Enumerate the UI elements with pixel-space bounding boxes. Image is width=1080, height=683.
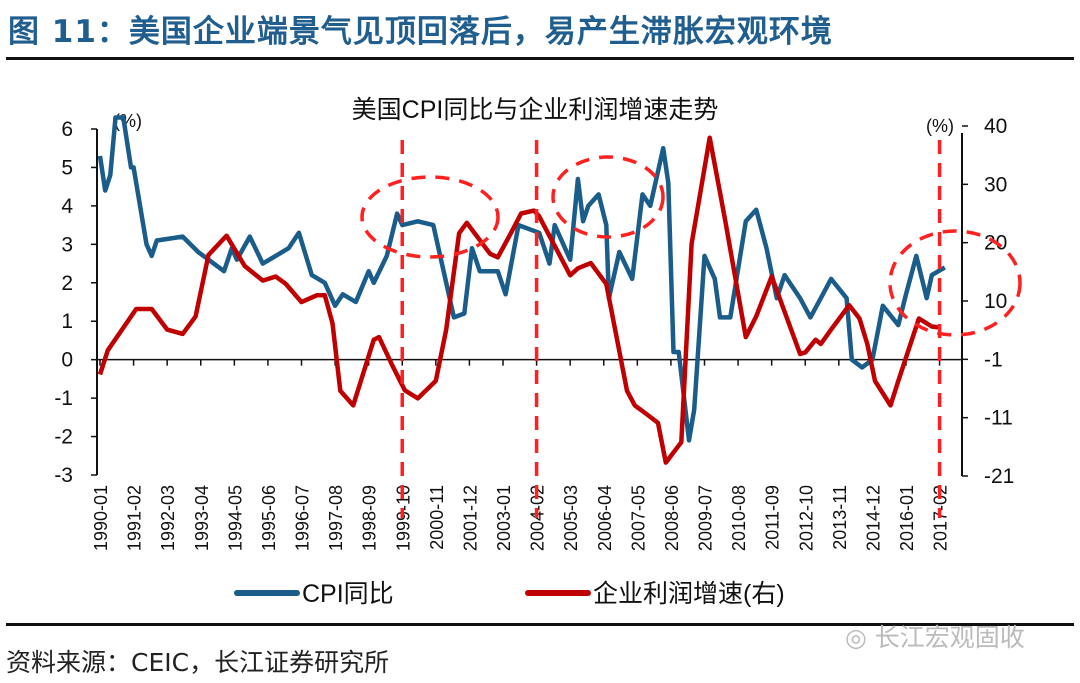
wechat-icon: ◎: [845, 623, 875, 652]
profit-growth-line: [97, 135, 940, 465]
x-tick-label: 2005-03: [561, 485, 581, 551]
x-tick-label: 2009-07: [696, 485, 716, 551]
x-tick-label: 2013-11: [830, 485, 850, 550]
x-tick-label: 2017-02: [931, 485, 951, 551]
x-tick-label: 2010-08: [729, 485, 749, 551]
x-tick-label: 2008-06: [662, 485, 682, 551]
x-tick-label: 2014-12: [863, 485, 883, 551]
left-tick-label: 2: [61, 272, 73, 295]
left-tick-label: 6: [61, 118, 73, 141]
x-tick-label: 1993-04: [192, 485, 212, 551]
right-tick-label: -1: [984, 348, 1003, 371]
legend-label-profit: 企业利润增速(右): [593, 580, 785, 608]
right-tick-label: 30: [984, 173, 1007, 196]
left-tick-label: 1: [61, 310, 73, 333]
x-tick-label: 2003-01: [494, 485, 514, 551]
left-tick-label: 4: [61, 195, 73, 218]
x-tick-label: 1998-09: [360, 485, 380, 551]
x-tick-label: 2001-12: [460, 485, 480, 551]
x-tick-label: 2006-04: [595, 485, 615, 551]
right-tick-label: -11: [984, 407, 1013, 430]
x-tick-label: 1992-03: [158, 485, 178, 551]
chart-title: 美国CPI同比与企业利润增速走势: [352, 96, 719, 124]
highlight-dashed-ellipse: [360, 175, 500, 259]
x-tick-label: 1994-05: [225, 485, 245, 551]
right-axis-unit: (%): [926, 116, 954, 136]
left-tick-label: 5: [61, 156, 73, 179]
x-tick-label: 1996-07: [293, 485, 313, 551]
x-tick-label: 2011-09: [763, 485, 783, 550]
watermark-text: 长江宏观固收: [874, 623, 1025, 652]
x-tick-label: 1997-08: [326, 485, 346, 551]
left-tick-label: 0: [61, 349, 73, 372]
x-tick-label: 1990-01: [91, 485, 111, 551]
highlight-dashed-ellipse: [551, 155, 665, 239]
left-axis-unit: (%): [114, 111, 142, 131]
right-tick-label: -21: [984, 465, 1014, 488]
right-tick-label: 40: [984, 115, 1007, 138]
x-tick-label: 2004-02: [528, 485, 548, 551]
bottom-divider: [6, 623, 1074, 626]
x-tick-label: 2000-11: [427, 485, 447, 550]
x-tick-label: 2016-01: [897, 485, 917, 551]
left-tick-label: -1: [54, 387, 73, 410]
x-tick-label: 1991-02: [125, 485, 145, 551]
top-divider: [6, 57, 1074, 60]
left-tick-label: 3: [61, 233, 73, 256]
right-tick-label: 10: [984, 290, 1007, 313]
left-tick-label: -3: [54, 464, 73, 487]
source-note: 资料来源：CEIC，长江证券研究所: [6, 648, 390, 677]
x-tick-label: 1999-10: [393, 485, 413, 551]
left-tick-label: -2: [54, 426, 73, 449]
watermark: ◎ 长江宏观固收: [845, 618, 1025, 654]
figure-title: 图 11：美国企业端景气见顶回落后，易产生滞胀宏观环境: [8, 14, 833, 50]
x-tick-label: 2012-10: [796, 485, 816, 551]
legend-label-cpi: CPI同比: [302, 580, 394, 608]
x-tick-label: 1995-06: [259, 485, 279, 551]
highlight-dashed-ellipse: [888, 229, 1022, 337]
cpi-yoy-line: [97, 115, 946, 443]
x-tick-label: 2007-05: [628, 485, 648, 551]
